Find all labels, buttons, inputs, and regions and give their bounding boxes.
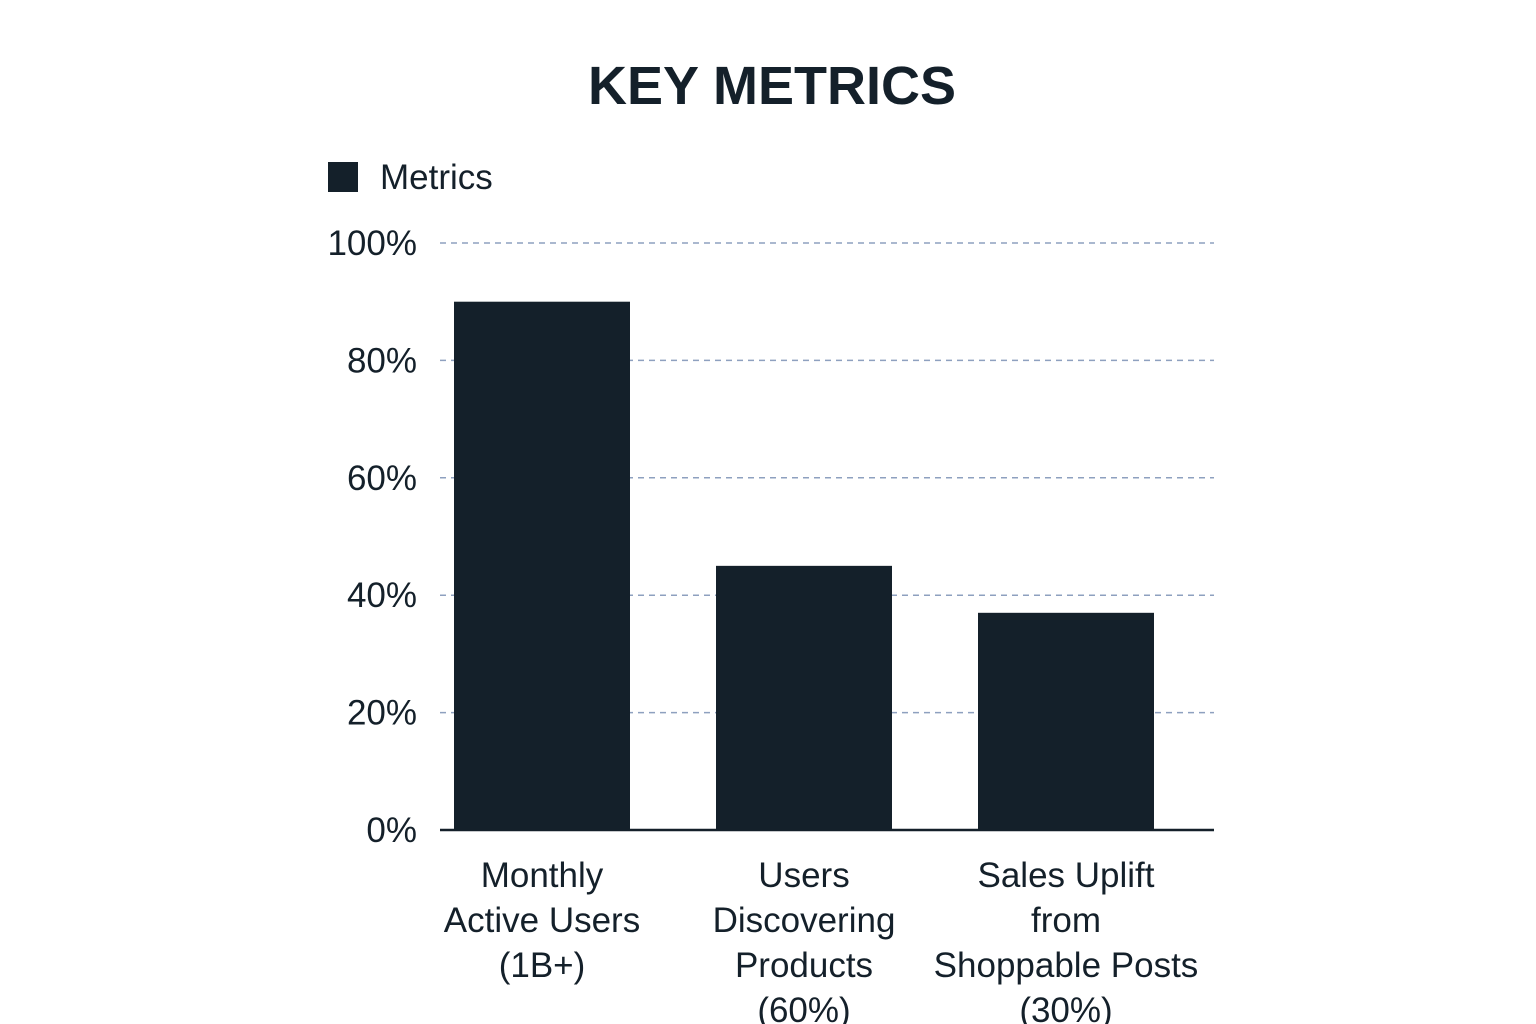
- x-tick-label: Monthly Active Users (1B+): [444, 856, 640, 985]
- y-tick-label: 20%: [347, 694, 417, 733]
- bars: [454, 301, 1154, 830]
- legend-swatch: [328, 162, 358, 192]
- x-axis-labels: Monthly Active Users (1B+) Users Discovering…: [444, 856, 1199, 1024]
- legend: Metrics: [328, 158, 493, 197]
- y-tick-label: 100%: [327, 224, 417, 263]
- y-axis-ticks: 0% 20% 40% 60% 80% 100%: [327, 224, 417, 850]
- bar: [978, 612, 1154, 830]
- y-tick-label: 80%: [347, 341, 417, 380]
- y-tick-label: 0%: [366, 811, 417, 850]
- bar: [454, 301, 630, 830]
- bar: [716, 565, 892, 830]
- x-tick-label: Users Discovering Products (60%): [713, 856, 896, 1024]
- y-tick-label: 40%: [347, 576, 417, 615]
- legend-label: Metrics: [380, 158, 493, 197]
- y-tick-label: 60%: [347, 459, 417, 498]
- chart-title: KEY METRICS: [588, 56, 956, 116]
- x-tick-label: Sales Uplift from Shoppable Posts (30%): [934, 856, 1199, 1024]
